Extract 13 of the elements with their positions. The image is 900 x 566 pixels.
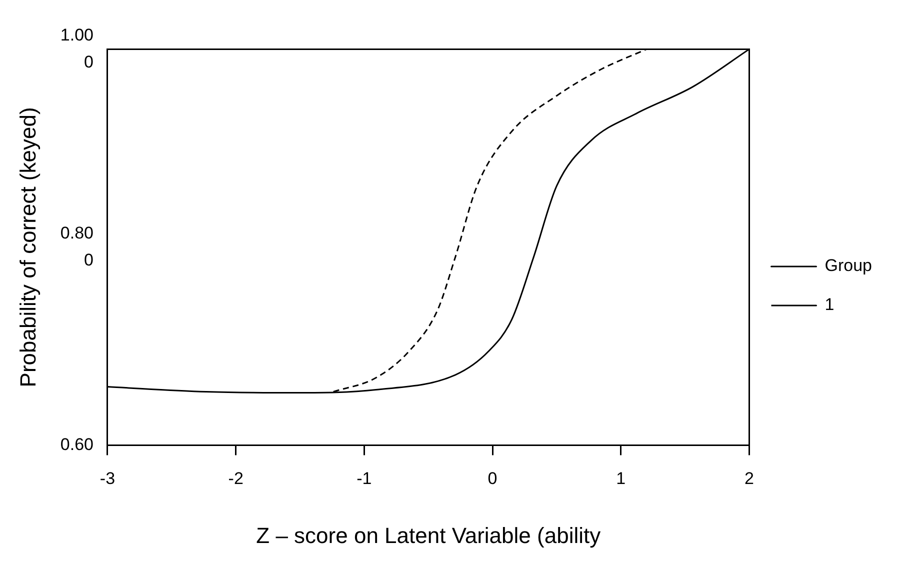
x-tick-label: -2 <box>228 469 244 488</box>
x-tick-label: 1 <box>616 469 626 488</box>
y-tick-label: 0.60 <box>60 434 94 454</box>
x-tick-label: -3 <box>100 469 116 488</box>
x-tick-label: 0 <box>488 469 498 488</box>
y-axis-title: Probability of correct (keyed) <box>15 107 40 388</box>
y-tick-label: 1.000 <box>60 25 94 72</box>
x-tick-label: -1 <box>356 469 372 488</box>
legend-label: Group <box>824 256 872 276</box>
y-tick-label: 0.800 <box>60 223 94 270</box>
legend-label: 1 <box>824 295 834 314</box>
x-axis-title: Z – score on Latent Variable (ability <box>256 522 601 548</box>
x-tick-label: 2 <box>744 469 754 488</box>
